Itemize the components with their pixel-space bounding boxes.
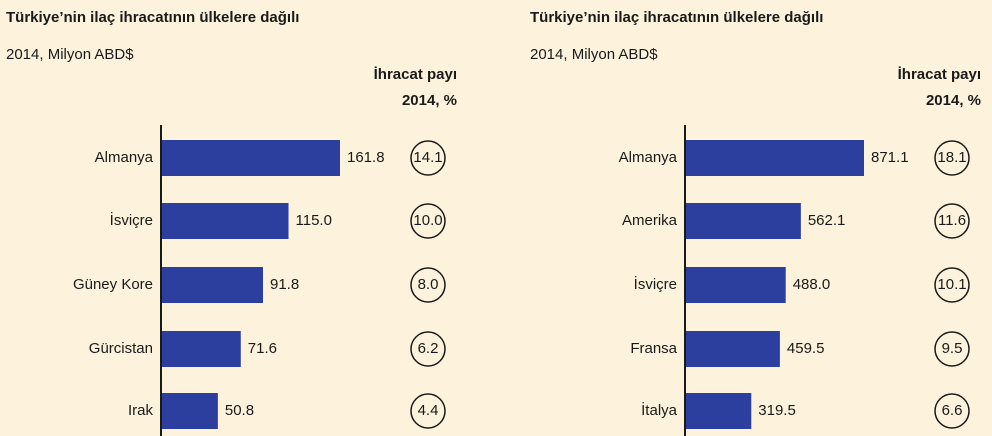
category-label: Irak <box>128 402 154 419</box>
share-circle <box>410 140 446 176</box>
value-label: 50.8 <box>225 402 254 419</box>
share-label: 8.0 <box>418 276 439 293</box>
bar <box>686 393 752 429</box>
value-label: 488.0 <box>793 276 831 293</box>
share-circle <box>410 331 446 367</box>
category-label: İsviçre <box>110 211 153 229</box>
share-label: 4.4 <box>418 402 439 419</box>
share-circle <box>934 140 970 176</box>
share-label: 11.6 <box>938 212 966 229</box>
share-circle <box>410 267 446 303</box>
share-title: 2014, % <box>402 92 457 109</box>
value-label: 871.1 <box>871 149 909 166</box>
bar <box>162 331 241 367</box>
chart-title: Türkiye’nin ilaç ihracatının ülkelere da… <box>530 9 823 26</box>
share-title: İhracat payı <box>898 66 981 83</box>
bar <box>162 140 340 176</box>
value-label: 459.5 <box>787 340 825 357</box>
value-label: 319.5 <box>758 402 796 419</box>
share-title: 2014, % <box>926 92 981 109</box>
bar <box>686 331 780 367</box>
category-label: Amerika <box>622 212 678 229</box>
category-label: Güney Kore <box>73 276 153 293</box>
share-circle <box>934 393 970 429</box>
bar <box>686 203 801 239</box>
share-circle <box>934 203 970 239</box>
chart-subtitle: 2014, Milyon ABD$ <box>530 46 658 63</box>
category-label: Gürcistan <box>89 340 153 357</box>
share-circle <box>410 393 446 429</box>
value-label: 161.8 <box>347 149 385 166</box>
category-label: İsviçre <box>634 275 677 293</box>
share-label: 10.1 <box>937 276 966 293</box>
value-label: 71.6 <box>248 340 277 357</box>
share-label: 18.1 <box>937 149 966 166</box>
share-label: 6.6 <box>942 402 963 419</box>
value-label: 91.8 <box>270 276 299 293</box>
bar <box>162 203 289 239</box>
share-label: 10.0 <box>413 212 442 229</box>
chart-subtitle: 2014, Milyon ABD$ <box>6 46 134 63</box>
value-label: 115.0 <box>296 212 332 229</box>
chart-title: Türkiye’nin ilaç ihracatının ülkelere da… <box>6 9 299 26</box>
share-label: 14.1 <box>413 149 442 166</box>
share-title: İhracat payı <box>374 66 457 83</box>
share-circle <box>934 267 970 303</box>
bar <box>162 393 218 429</box>
value-label: 562.1 <box>808 212 846 229</box>
category-label: İtalya <box>641 401 678 419</box>
bar <box>162 267 263 303</box>
share-label: 6.2 <box>418 340 439 357</box>
share-circle <box>410 203 446 239</box>
share-circle <box>934 331 970 367</box>
category-label: Fransa <box>630 340 677 357</box>
share-label: 9.5 <box>942 340 963 357</box>
category-label: Almanya <box>619 149 678 166</box>
bar <box>686 140 864 176</box>
bar <box>686 267 786 303</box>
category-label: Almanya <box>95 149 154 166</box>
